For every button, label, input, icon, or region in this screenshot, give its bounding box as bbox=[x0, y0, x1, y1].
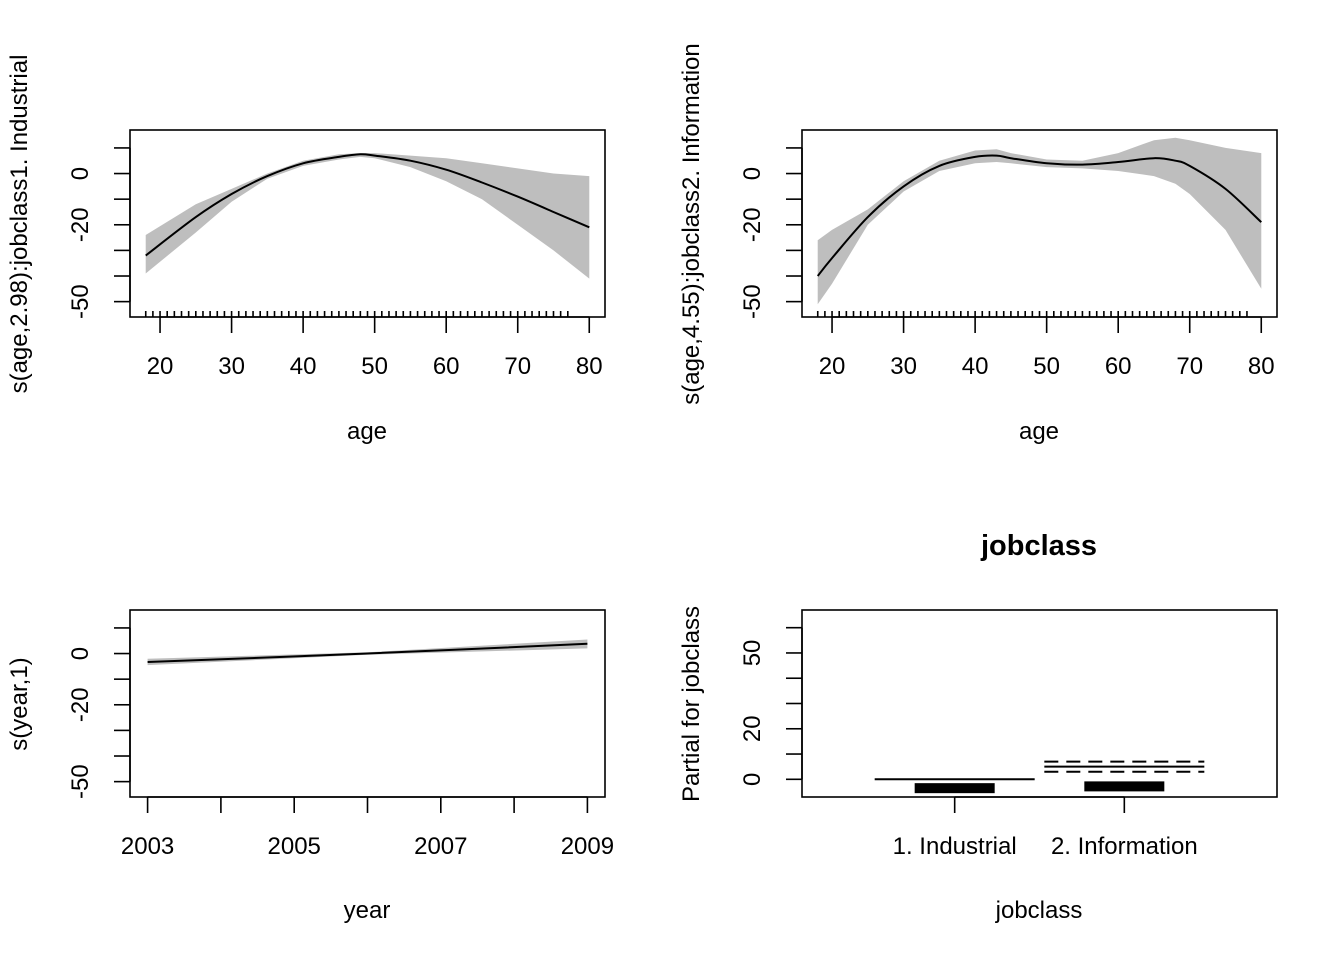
x-tick-label: 20 bbox=[147, 353, 174, 380]
x-tick-label: 70 bbox=[504, 353, 531, 380]
panel-title: jobclass bbox=[980, 530, 1097, 562]
y-tick-label: 0 bbox=[67, 647, 94, 660]
x-tick-label: 80 bbox=[1248, 353, 1275, 380]
x-axis-title: jobclass bbox=[995, 897, 1083, 924]
panel-top-left: age s(age,2.98):jobclass1. Industrial 20… bbox=[6, 55, 606, 445]
y-tick-label: 0 bbox=[67, 167, 94, 180]
y-tick-label: -50 bbox=[67, 764, 94, 799]
x-tick-label: 40 bbox=[290, 353, 317, 380]
y-tick-label: 20 bbox=[739, 715, 766, 742]
plot-box bbox=[129, 609, 606, 798]
rug-block bbox=[914, 783, 995, 794]
x-tick-label: 80 bbox=[576, 353, 603, 380]
x-tick-label: 50 bbox=[1033, 353, 1060, 380]
x-tick-label: 60 bbox=[1105, 353, 1132, 380]
x-axis-title: age bbox=[347, 418, 387, 445]
x-tick-label: 30 bbox=[890, 353, 917, 380]
x-tick-label: 30 bbox=[218, 353, 245, 380]
plot-box bbox=[801, 129, 1278, 318]
x-tick-label: 2007 bbox=[414, 833, 467, 860]
y-axis-title: Partial for jobclass bbox=[678, 606, 705, 802]
y-axis-title: s(year,1) bbox=[6, 657, 33, 750]
fitted-line bbox=[147, 642, 588, 664]
y-tick-label: -20 bbox=[739, 207, 766, 242]
confidence-band bbox=[147, 639, 588, 666]
y-axis-title: s(age,4.55):jobclass2. Information bbox=[678, 43, 705, 405]
x-tick-label: 2003 bbox=[121, 833, 174, 860]
fitted-line bbox=[145, 153, 590, 257]
plot-box bbox=[129, 129, 606, 318]
x-tick-label: 60 bbox=[433, 353, 460, 380]
y-tick-label: -20 bbox=[67, 687, 94, 722]
x-tick-label: 2009 bbox=[561, 833, 614, 860]
x-tick-label: 40 bbox=[962, 353, 989, 380]
x-axis-title: age bbox=[1019, 418, 1059, 445]
y-axis-title: s(age,2.98):jobclass1. Industrial bbox=[6, 55, 33, 394]
x-axis-title: year bbox=[344, 897, 391, 924]
category-label: 1. Industrial bbox=[893, 833, 1017, 860]
x-tick-label: 2005 bbox=[268, 833, 321, 860]
y-tick-label: -50 bbox=[739, 284, 766, 319]
y-tick-label: -50 bbox=[67, 284, 94, 319]
category-label: 2. Information bbox=[1051, 833, 1198, 860]
plot-box bbox=[801, 609, 1278, 798]
panel-bottom-right: jobclass jobclass Partial for jobclass 1… bbox=[678, 530, 1278, 924]
rug-block bbox=[1084, 781, 1165, 792]
y-tick-label: 50 bbox=[739, 640, 766, 667]
panel-bottom-left: year s(year,1) 2003 2005 2007 2009 0 -20 -50 bbox=[6, 609, 614, 924]
confidence-band bbox=[817, 137, 1262, 305]
x-tick-label: 20 bbox=[819, 353, 846, 380]
confidence-band bbox=[145, 153, 590, 279]
y-tick-label: 0 bbox=[739, 167, 766, 180]
y-tick-label: -20 bbox=[67, 207, 94, 242]
panel-top-right: age s(age,4.55):jobclass2. Information 2… bbox=[678, 43, 1278, 445]
x-tick-label: 50 bbox=[361, 353, 388, 380]
fitted-line bbox=[816, 154, 1262, 277]
y-tick-label: 0 bbox=[739, 773, 766, 786]
x-tick-label: 70 bbox=[1176, 353, 1203, 380]
